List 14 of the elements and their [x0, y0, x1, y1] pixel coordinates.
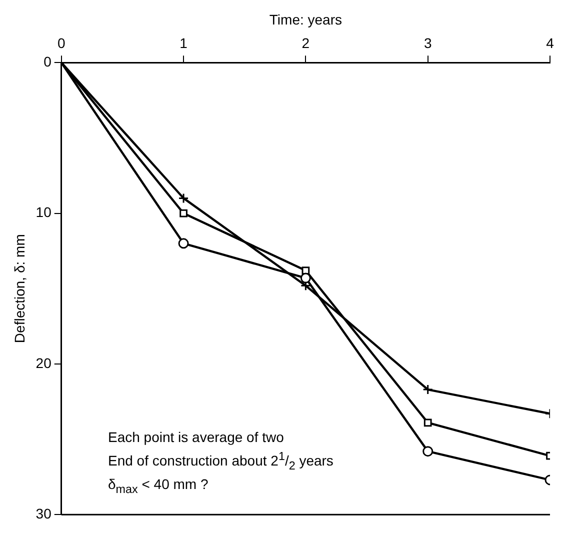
annotation: End of construction about 2$^{1}$/$_{2}$ years — [108, 449, 334, 474]
y-tick-label: 30 — [36, 505, 52, 522]
x-tick-label: 2 — [302, 35, 310, 52]
x-tick-label: 3 — [424, 35, 432, 52]
x-axis-title: Time: years — [269, 11, 342, 28]
x-tick-label: 1 — [180, 35, 188, 52]
y-tick-label: 20 — [36, 354, 52, 371]
x-tick-label: 0 — [57, 35, 66, 52]
x-tick-label: 4 — [546, 35, 554, 52]
y-axis-title: Deflection, δ: mm — [11, 234, 28, 344]
y-tick-label: 0 — [44, 53, 52, 70]
annotation: Each point is average of two — [108, 428, 285, 447]
y-tick-label: 10 — [36, 204, 52, 220]
annotation: δ$_{max}$ < 40 mm ? — [108, 475, 210, 498]
